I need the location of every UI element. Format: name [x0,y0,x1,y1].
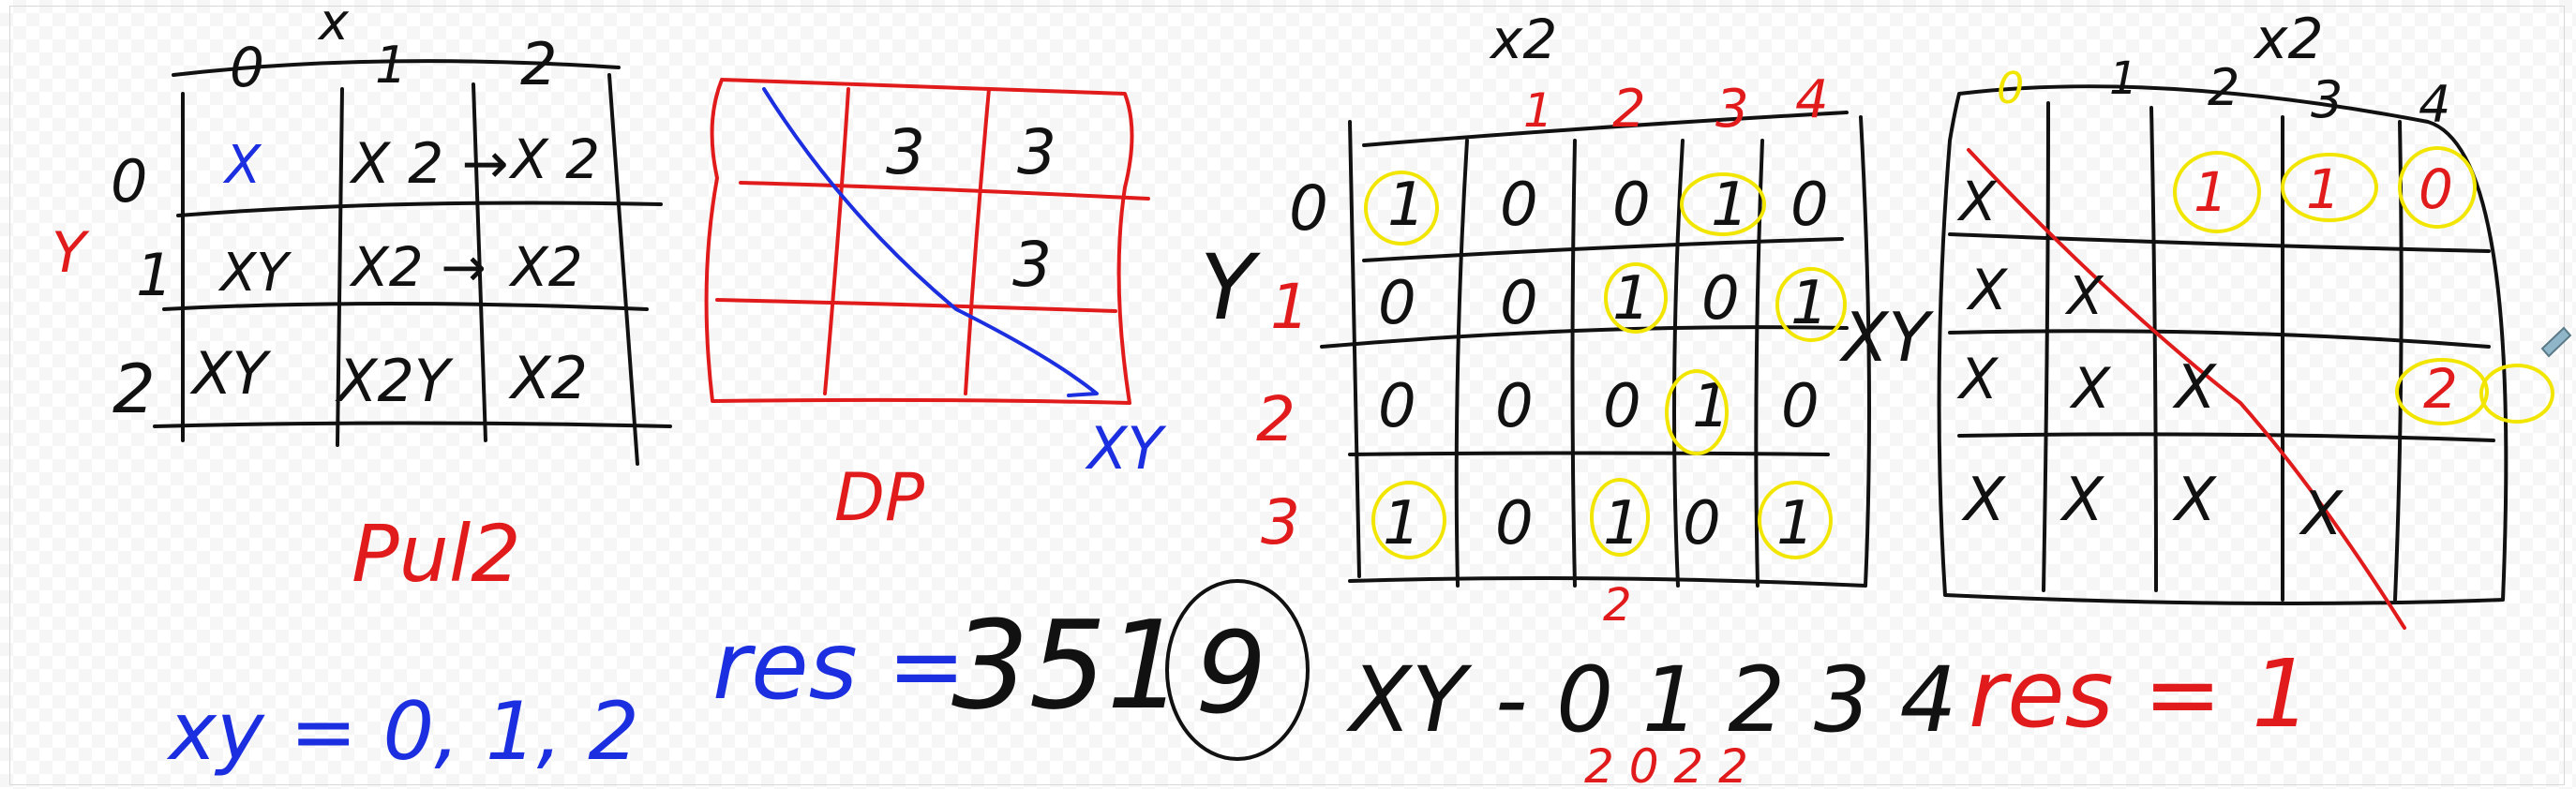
grid-3-col-2: 2 [1612,79,1646,140]
grid-1-x-label: x [317,0,350,52]
grid-3-cell-1-3: 0 [1701,264,1740,334]
grid-1-cell-2-1: X2Y [335,347,454,415]
grid-1-col-1: 1 [375,36,407,95]
res-1-circle [1165,579,1310,761]
grid-3-cell-2-4: 0 [1781,372,1820,441]
grid-1-cell-2-0: XY [189,339,271,408]
grid-4-cell-1-0: X [1956,347,1999,412]
grid-1: 0 1 2 x 0 1 2 Y X X 2 → X 2 XY X2 → X2 X… [52,0,672,600]
grid-4-top-cell-4: 0 [2419,157,2453,221]
grid-3-cell-3-0: 1 [1383,489,1421,558]
grid-3-y-label: Y [1200,235,1261,340]
grid-4-cell-2-2: X [2172,466,2217,535]
grid-3-col-4: 4 [1795,69,1829,130]
res-1-value: 351 [951,594,1184,737]
grid-1-cell-0-2: X 2 [508,127,600,191]
grid-2-cell-1-2: 3 [1012,229,1052,301]
grid-3-row-0: 0 [1289,172,1328,245]
grid-4-cell-2-1: X [2059,466,2104,535]
grid-4-col-1: 1 [2109,52,2138,105]
grid-3-below-label: 2 [1603,579,1632,632]
grid-1-lines [153,59,672,466]
grid-3-lines [1320,111,1871,588]
grid-4-cell-1-4: 2 [2423,357,2458,421]
grid-3-cell-1-0: 0 [1378,269,1416,338]
grid-1-note: Pul2 [352,508,521,600]
grid-2: 3 3 3 DP XY [704,78,1166,536]
grid-4-cell-1-2: X [2172,353,2217,423]
bottom-notes: xy = 0, 1, 2 res = 351 9 XY - 0 1 2 3 4 … [166,579,2312,789]
grid-3: x2 1 2 3 4 Y 0 1 2 3 1 0 0 1 0 0 0 1 0 1… [1200,7,1934,632]
grid-4-cell-1-1: X [2069,356,2112,422]
grid-4-cell-0-1: X [2064,266,2104,327]
grid-4-cell-0-0: X [1966,258,2009,323]
grid-4-col-4: 4 [2419,75,2450,134]
res-1-circled-value: 9 [1195,609,1266,739]
grid-4-diagonal [1967,148,2406,630]
grid-2-lines [704,78,1150,405]
grid-4-yellow-circles [2173,146,2554,425]
grid-3-cell-1-2: 1 [1612,264,1651,334]
grid-4-col-3: 3 [2311,70,2343,129]
grid-4-top-cell-3: 1 [2306,157,2341,221]
grid-4-col-0: 0 [1997,63,2024,113]
grid-3-col-3: 3 [1715,79,1749,140]
grid-3-yellow-circles [1364,171,1847,559]
grid-3-cell-3-3: 0 [1683,489,1721,558]
grid-4-cell-2-3: X [2299,480,2344,549]
grid-1-row-0: 0 [111,147,147,216]
grid-3-row-2: 2 [1256,383,1295,455]
grid-3-cell-0-0: 1 [1387,171,1426,240]
grid-3-cell-0-3: 1 [1711,171,1749,240]
grid-4-x-label: x2 [2253,7,2324,72]
grid-1-col-0: 0 [230,36,264,99]
grid-2-diagonal [762,87,1099,397]
grid-3-cell-0-4: 0 [1790,171,1829,240]
grid-3-cell-1-1: 0 [1500,269,1538,338]
grid-1-cell-0-0: X [222,135,262,196]
grid-3-col-1: 1 [1523,83,1553,138]
grid-3-row-1: 1 [1270,271,1310,343]
canvas-frame [9,6,2565,785]
grid-3-x-label: x2 [1489,7,1557,71]
grid-4-cell-2-0: X [1961,466,2006,535]
grid-1-cell-1-0: XY [217,243,292,304]
grid-2-caption: DP [834,459,925,536]
xy-row-under: 2 0 2 2 [1584,739,1748,789]
grid-1-cell-1-1: X2 → [349,235,487,299]
pencil-cursor-icon [2540,326,2572,358]
res-2: res = 1 [1969,639,2312,749]
grid-3-cell-1-4: 1 [1790,269,1829,338]
grid-4-lines [1937,84,2509,605]
grid-3-side-label: XY [1838,298,1934,377]
grid-1-cell-1-2: X2 [508,235,583,299]
grid-3-cell-2-2: 0 [1603,372,1641,441]
grid-1-cell-0-1: X 2 → [349,131,509,197]
grid-1-row-1: 1 [136,241,172,309]
xy-list: xy = 0, 1, 2 [166,685,639,779]
grid-3-cell-2-1: 0 [1495,372,1534,441]
grid-4: x2 0 1 2 3 4 X 1 1 0 X X X X X 2 X X X X [1937,7,2554,630]
res-1-label: res = [712,611,966,721]
grid-1-cell-2-2: X2 [508,344,588,412]
grid-3-cell-0-1: 0 [1500,171,1538,240]
grid-3-cell-3-4: 1 [1776,489,1815,558]
grid-1-row-2: 2 [112,350,156,428]
grid-1-y-label: Y [52,220,90,286]
grid-2-cell-0-2: 3 [1017,116,1056,188]
grid-3-cell-0-2: 0 [1612,171,1651,240]
grid-4-col-2: 2 [2208,58,2239,117]
grid-1-col-2: 2 [520,30,557,98]
grid-4-mark-x: X [1956,170,1998,233]
grid-3-cell-3-1: 0 [1495,489,1534,558]
grid-3-cell-2-0: 0 [1378,372,1416,441]
grid-4-top-cell-2: 1 [2194,160,2228,224]
xy-row: XY - 0 1 2 3 4 [1345,648,1957,752]
grid-3-row-3: 3 [1261,486,1300,558]
grid-2-cell-0-1: 3 [886,116,925,188]
grid-2-diag-label: XY [1085,414,1166,483]
